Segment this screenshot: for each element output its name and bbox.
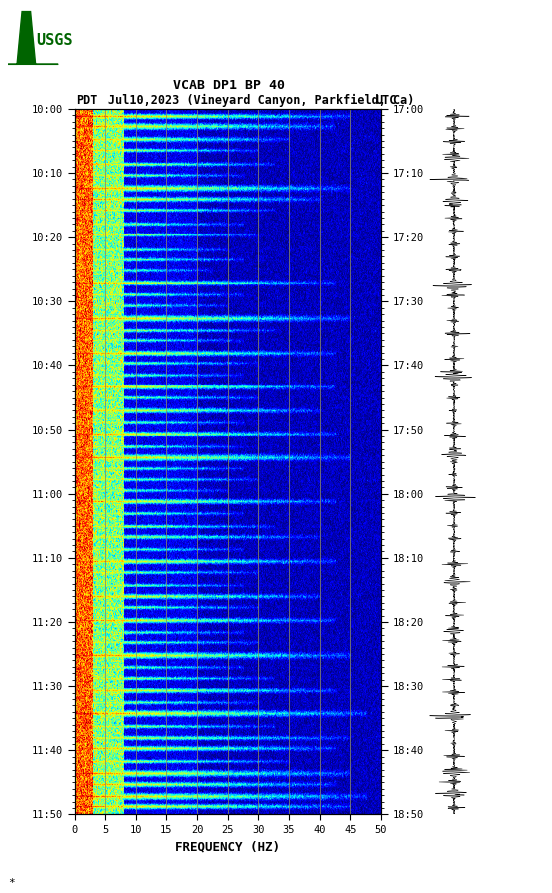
- X-axis label: FREQUENCY (HZ): FREQUENCY (HZ): [175, 840, 280, 854]
- Text: VCAB DP1 BP 40: VCAB DP1 BP 40: [173, 79, 285, 92]
- Text: UTC: UTC: [375, 94, 397, 107]
- Text: PDT: PDT: [76, 94, 98, 107]
- Text: *: *: [8, 878, 15, 888]
- Text: Jul10,2023 (Vineyard Canyon, Parkfield, Ca): Jul10,2023 (Vineyard Canyon, Parkfield, …: [108, 94, 414, 107]
- Text: USGS: USGS: [36, 33, 72, 48]
- Polygon shape: [8, 12, 58, 64]
